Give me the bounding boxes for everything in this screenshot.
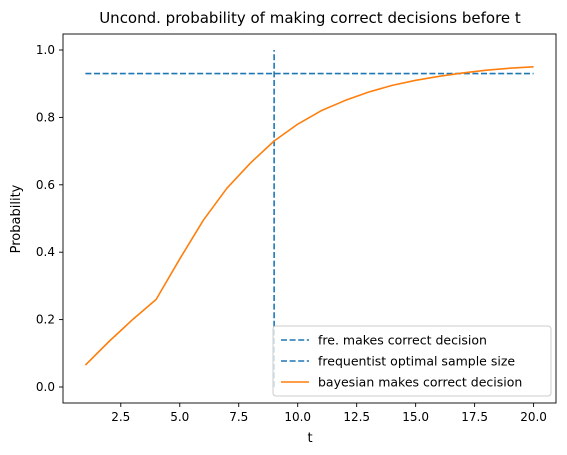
x-tick-label: 7.5 bbox=[229, 410, 248, 424]
y-tick-label: 0.8 bbox=[36, 110, 55, 124]
legend-label: frequentist optimal sample size bbox=[318, 354, 515, 369]
series-line-2 bbox=[84, 66, 534, 366]
x-tick-label: 20.0 bbox=[520, 410, 547, 424]
y-tick-label: 0.0 bbox=[36, 380, 55, 394]
legend-label: fre. makes correct decision bbox=[318, 333, 487, 348]
y-tick-label: 0.2 bbox=[36, 313, 55, 327]
legend-label: bayesian makes correct decision bbox=[318, 375, 522, 390]
x-tick-label: 15.0 bbox=[402, 410, 429, 424]
x-tick-label: 2.5 bbox=[111, 410, 130, 424]
axes-frame bbox=[62, 33, 557, 404]
x-tick-label: 5.0 bbox=[170, 410, 189, 424]
y-tick-label: 1.0 bbox=[36, 43, 55, 57]
legend-box bbox=[272, 325, 552, 397]
y-axis-label: Probability bbox=[9, 184, 24, 253]
chart-title: Uncond. probability of making correct de… bbox=[99, 9, 521, 27]
legend: fre. makes correct decision frequentist o… bbox=[272, 325, 552, 397]
x-tick-label: 12.5 bbox=[343, 410, 370, 424]
x-tick-label: 17.5 bbox=[461, 410, 488, 424]
axes-layer: 2.5 5.0 7.5 10.0 12.5 15.0 17.5 20.0 0.0 0.2 0.4 0.… bbox=[36, 33, 557, 424]
x-axis-label: t bbox=[307, 431, 312, 446]
x-tick-label: 10.0 bbox=[284, 410, 311, 424]
y-tick-label: 0.4 bbox=[36, 245, 55, 259]
y-tick-label: 0.6 bbox=[36, 178, 55, 192]
